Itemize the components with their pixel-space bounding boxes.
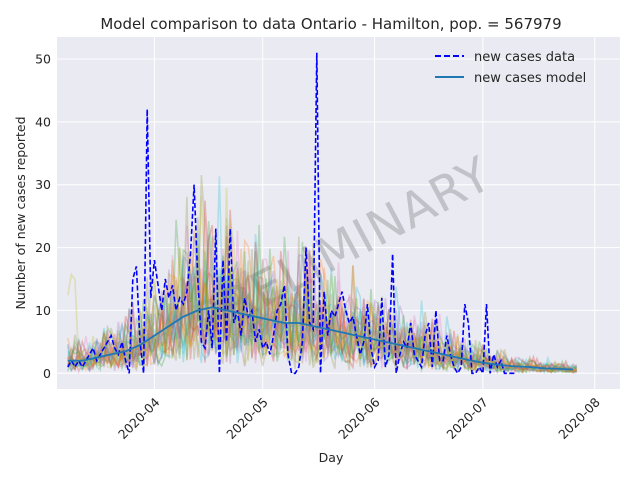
y-tick-label: 20 bbox=[35, 240, 51, 255]
ensemble-run-line bbox=[67, 217, 578, 375]
x-axis-label: Day bbox=[319, 450, 344, 465]
grid bbox=[57, 37, 620, 389]
series bbox=[67, 52, 574, 377]
plot-area bbox=[57, 37, 620, 389]
ensemble-run-line bbox=[67, 234, 577, 373]
y-axis-ticks: 0 10 20 30 40 50 bbox=[35, 52, 51, 381]
y-axis-label: Number of new cases reported bbox=[13, 116, 28, 309]
series-line-new-cases-model bbox=[67, 306, 574, 371]
ensemble-run-line bbox=[67, 219, 577, 373]
y-tick-label: 0 bbox=[43, 366, 51, 381]
y-tick-label: 10 bbox=[35, 303, 51, 318]
ensemble-run-line bbox=[67, 225, 577, 374]
series-line-new-cases-data bbox=[67, 52, 516, 377]
legend-label-model: new cases model bbox=[474, 71, 586, 86]
y-tick-label: 30 bbox=[35, 177, 51, 192]
y-tick-label: 40 bbox=[35, 114, 51, 129]
legend: new cases data new cases model bbox=[435, 50, 586, 86]
legend-label-data: new cases data bbox=[474, 50, 575, 65]
y-tick-label: 50 bbox=[35, 52, 51, 67]
chart-title: Model comparison to data Ontario - Hamil… bbox=[100, 15, 561, 33]
